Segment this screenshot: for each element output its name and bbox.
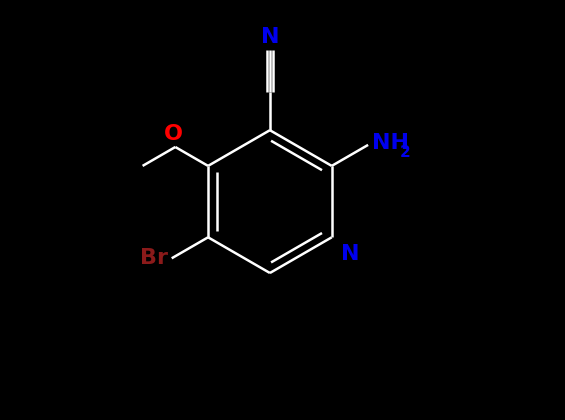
Text: NH: NH (372, 133, 409, 153)
Text: 2: 2 (399, 145, 410, 160)
Text: O: O (164, 123, 182, 144)
Text: N: N (260, 27, 279, 47)
Text: N: N (341, 244, 359, 264)
Text: Br: Br (140, 248, 168, 268)
